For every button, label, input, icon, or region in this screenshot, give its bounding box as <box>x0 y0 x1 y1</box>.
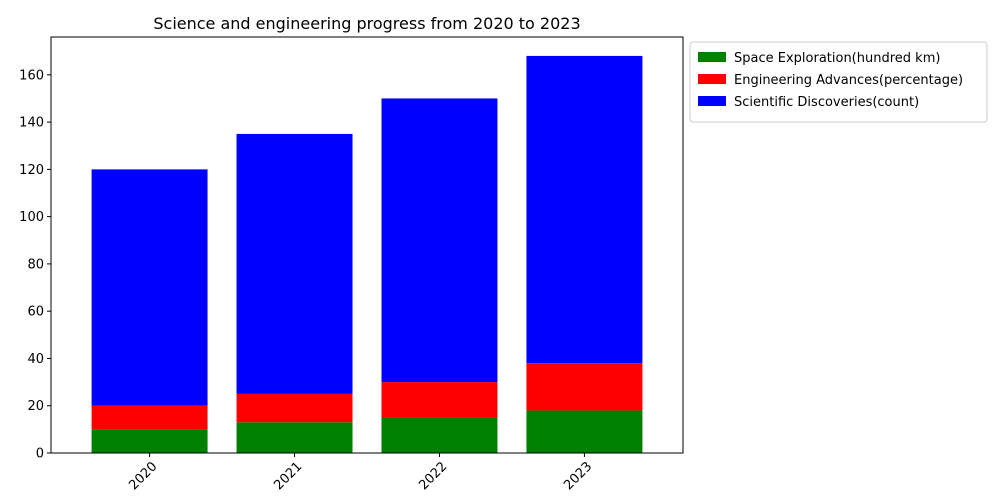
y-tick-label: 100 <box>19 210 44 225</box>
x-tick-label: 2020 <box>126 459 160 493</box>
y-tick-label: 20 <box>27 399 44 414</box>
legend-swatch <box>698 74 726 84</box>
bar-2021-series-3 <box>236 133 353 394</box>
bar-2020-series-3 <box>91 169 208 406</box>
y-tick-label: 40 <box>27 352 44 367</box>
legend-swatch <box>698 52 726 62</box>
legend-label: Scientific Discoveries(count) <box>734 95 919 110</box>
plot-frame <box>50 36 684 454</box>
y-axis: 0 20 40 60 80 100 120 140 160 <box>19 68 51 462</box>
legend-box <box>689 41 988 123</box>
bar-2022-series-1 <box>381 417 498 453</box>
bar-2022-series-2 <box>381 382 498 418</box>
bar-2020-series-2 <box>91 405 208 430</box>
y-tick-label: 0 <box>36 447 44 462</box>
legend-label: Engineering Advances(percentage) <box>734 73 963 88</box>
x-tick-label: 2023 <box>561 459 595 493</box>
bar-2023-series-2 <box>526 363 643 411</box>
bar-2023-series-3 <box>526 55 643 364</box>
y-tick-label: 80 <box>27 257 44 272</box>
bar-2022-series-3 <box>381 98 498 383</box>
legend: Space Exploration(hundred km) Engineering… <box>689 41 988 123</box>
bars-group <box>91 55 643 453</box>
chart-title: Science and engineering progress from 20… <box>153 14 580 33</box>
y-tick-label: 120 <box>19 163 44 178</box>
bar-2023-series-1 <box>526 410 643 453</box>
legend-label: Space Exploration(hundred km) <box>734 51 940 66</box>
y-tick-label: 140 <box>19 116 44 131</box>
y-tick-label: 60 <box>27 305 44 320</box>
bar-2021-series-2 <box>236 393 353 423</box>
legend-swatch <box>698 96 726 106</box>
x-tick-label: 2022 <box>416 459 450 493</box>
y-tick-label: 160 <box>19 68 44 83</box>
bar-2020-series-1 <box>91 429 208 453</box>
x-axis: 2020 2021 2022 2023 <box>126 453 595 493</box>
bar-2021-series-1 <box>236 422 353 453</box>
x-tick-label: 2021 <box>271 459 305 493</box>
